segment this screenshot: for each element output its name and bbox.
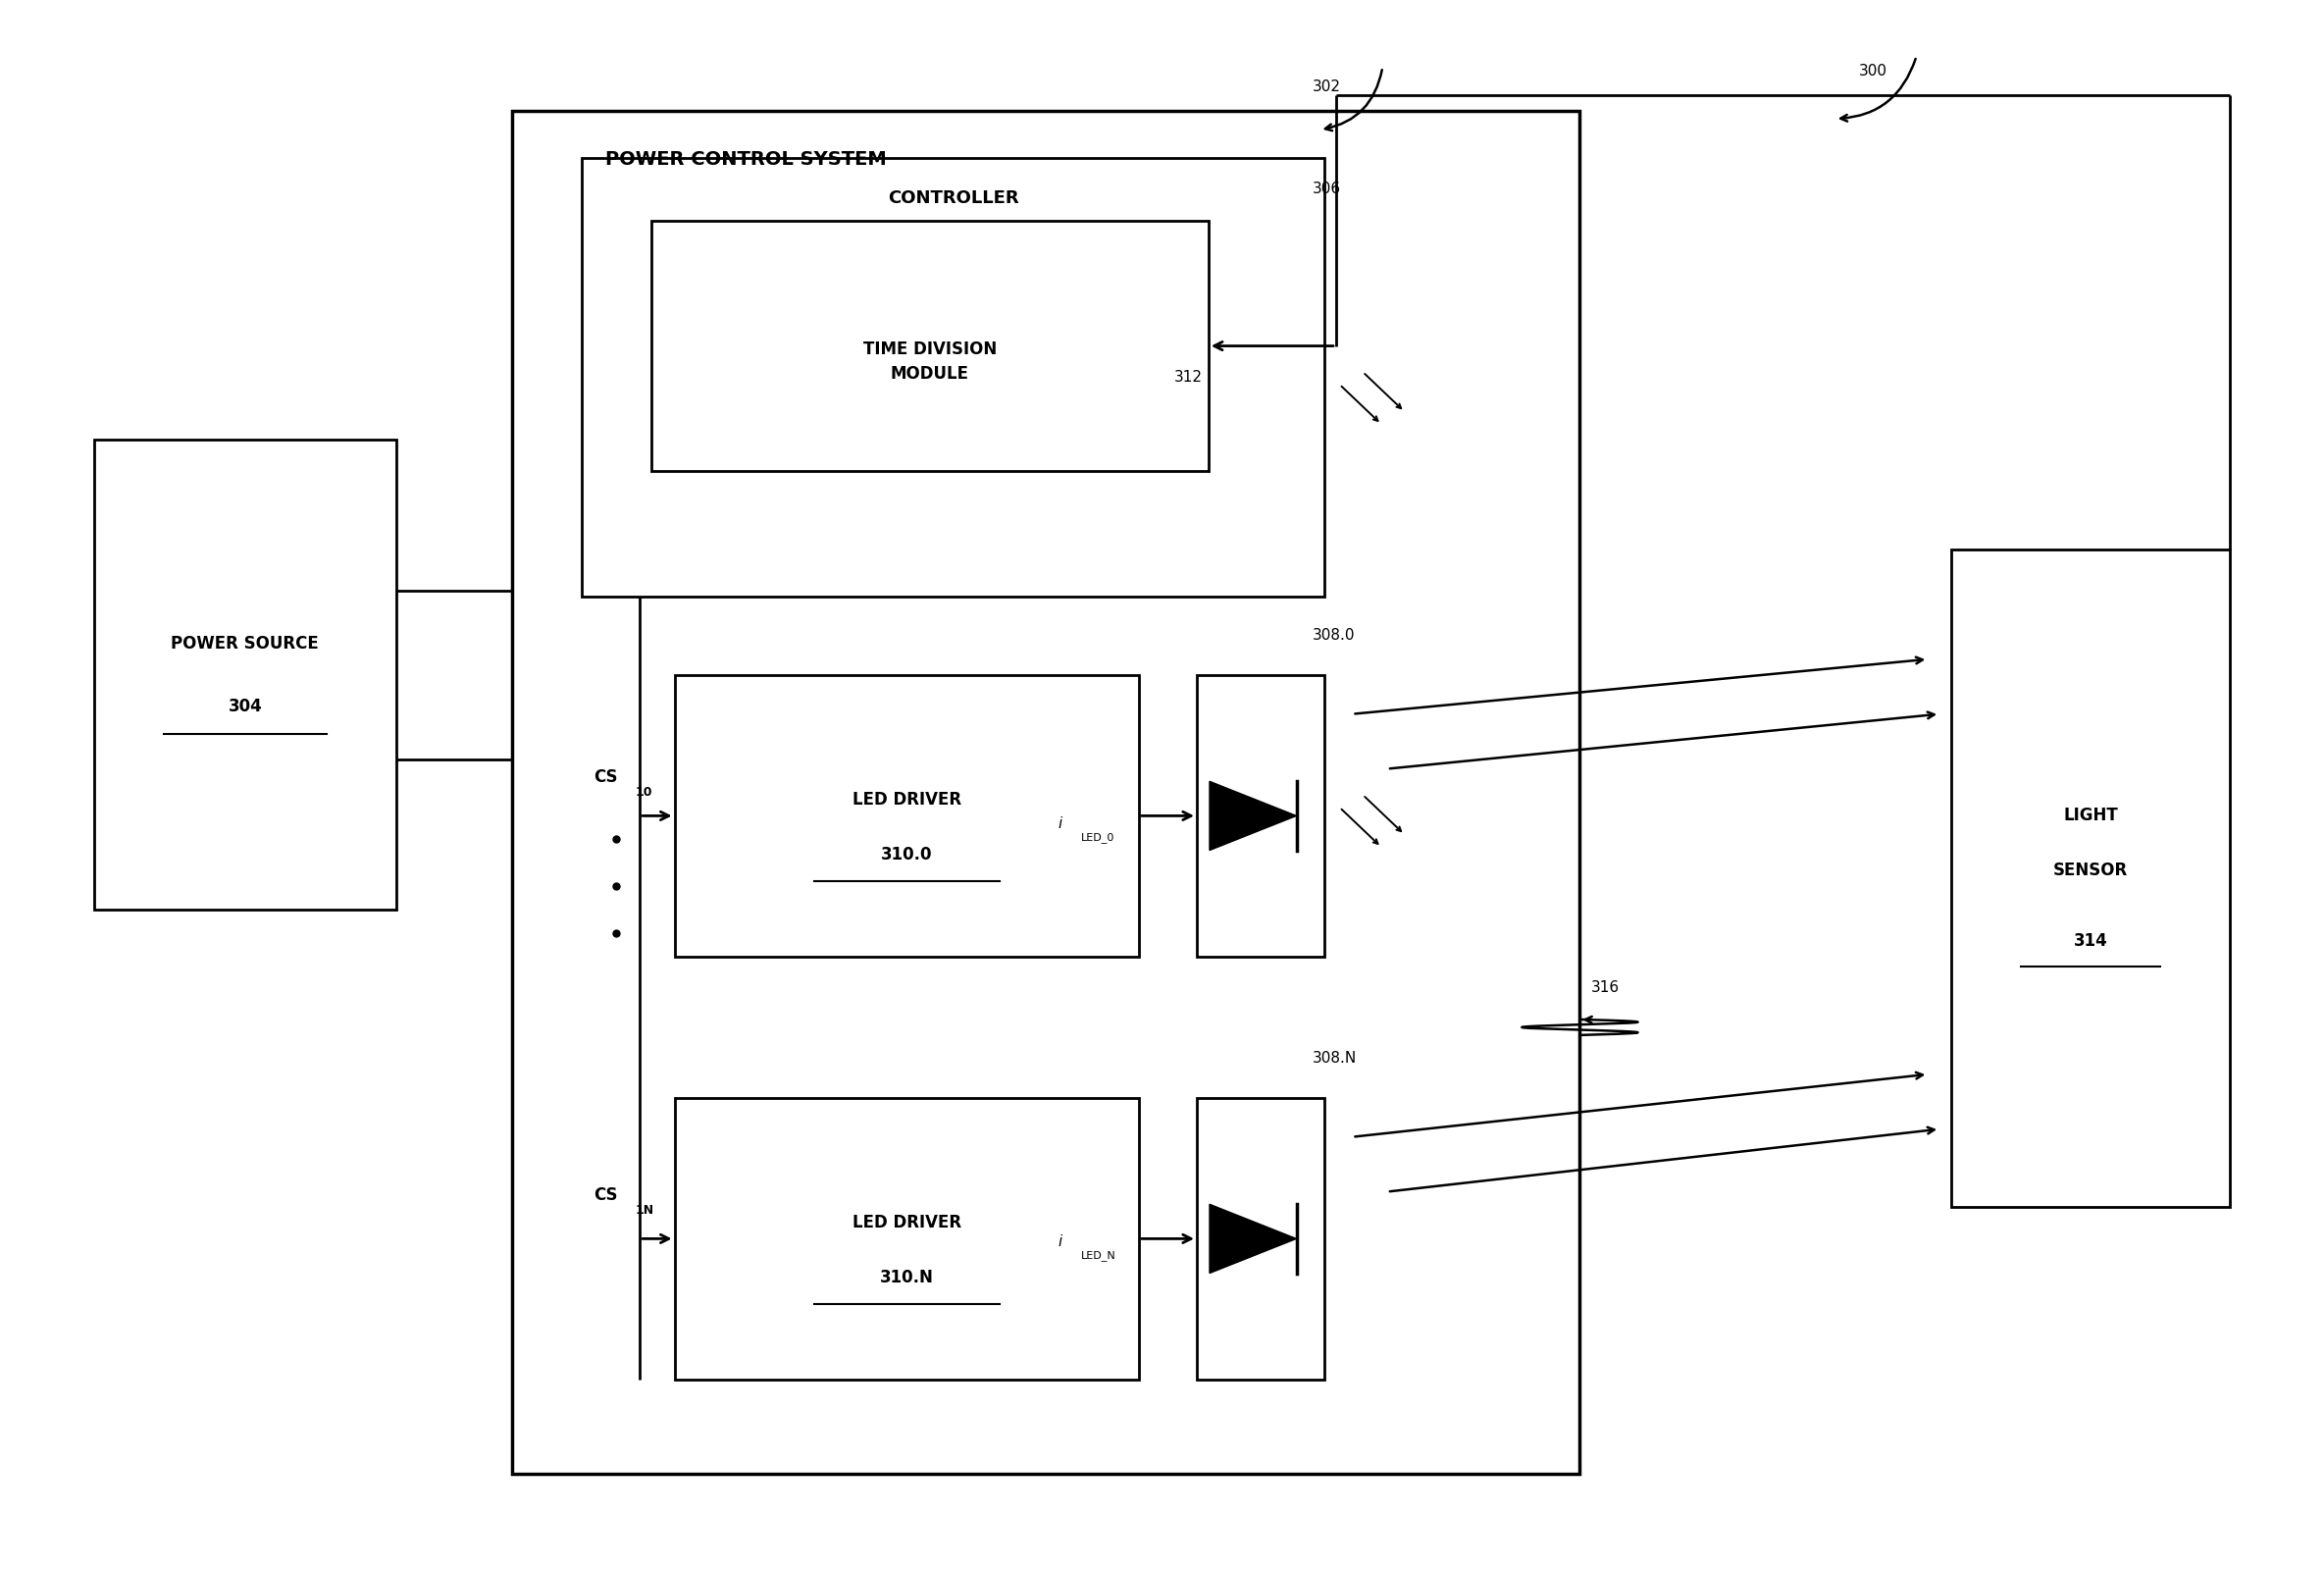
- Text: 312: 312: [1174, 369, 1202, 384]
- Text: LED DRIVER: LED DRIVER: [853, 1214, 962, 1232]
- Bar: [651, 221, 1208, 471]
- Bar: [1197, 1098, 1325, 1379]
- Text: 316: 316: [1592, 981, 1620, 995]
- Text: 302: 302: [1313, 80, 1341, 94]
- Text: 310.0: 310.0: [881, 846, 932, 865]
- Text: 1N: 1N: [634, 1203, 653, 1218]
- Text: POWER CONTROL SYSTEM: POWER CONTROL SYSTEM: [604, 151, 885, 169]
- Text: i: i: [1057, 1235, 1062, 1249]
- Text: LED_0: LED_0: [1081, 833, 1116, 843]
- Bar: [95, 439, 395, 910]
- Text: POWER SOURCE: POWER SOURCE: [172, 635, 318, 653]
- Polygon shape: [1208, 1205, 1297, 1272]
- Text: CS: CS: [593, 1186, 618, 1203]
- Polygon shape: [1208, 781, 1297, 850]
- Bar: [581, 158, 1325, 596]
- Text: LIGHT: LIGHT: [2064, 806, 2117, 825]
- Text: 308.N: 308.N: [1313, 1051, 1357, 1065]
- Text: 308.0: 308.0: [1313, 628, 1355, 643]
- Text: 304: 304: [228, 697, 263, 715]
- Text: 310.N: 310.N: [881, 1269, 934, 1287]
- Text: 300: 300: [1859, 64, 1887, 78]
- Text: 10: 10: [634, 786, 653, 799]
- Bar: [1952, 549, 2229, 1208]
- Bar: [674, 675, 1139, 957]
- Text: 306: 306: [1313, 182, 1341, 196]
- Text: SENSOR: SENSOR: [2052, 861, 2129, 880]
- Text: LED DRIVER: LED DRIVER: [853, 791, 962, 810]
- Bar: [1197, 675, 1325, 957]
- Bar: [674, 1098, 1139, 1379]
- Bar: [511, 111, 1580, 1473]
- Text: CS: CS: [593, 767, 618, 786]
- Text: TIME DIVISION
MODULE: TIME DIVISION MODULE: [862, 340, 997, 383]
- Text: CONTROLLER: CONTROLLER: [888, 190, 1018, 207]
- Text: LED_N: LED_N: [1081, 1250, 1116, 1261]
- Text: 314: 314: [2073, 932, 2108, 949]
- Text: i: i: [1057, 816, 1062, 832]
